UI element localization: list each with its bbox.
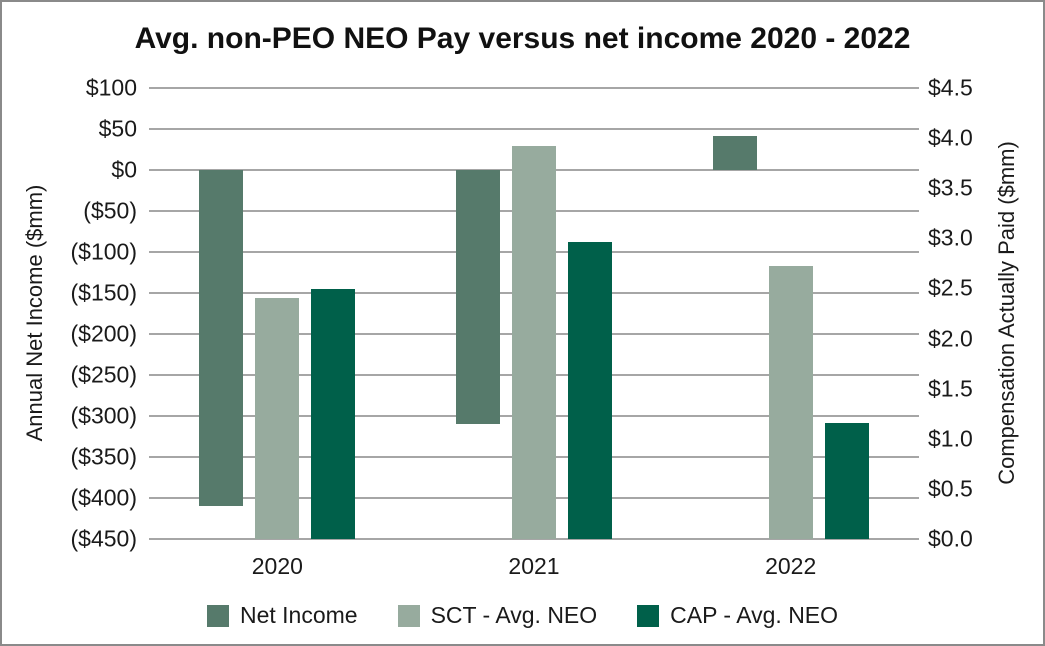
bar-net-income-2020	[199, 170, 244, 507]
bar-cap-avg-neo-2021	[568, 242, 612, 539]
legend-item-sct-avg-neo: SCT - Avg. NEO	[397, 602, 598, 629]
bar-sct-avg-neo-2022	[768, 266, 813, 539]
left-tick-label: ($50)	[83, 197, 137, 224]
bar-sct-avg-neo-2020	[255, 298, 300, 539]
bar-sct-avg-neo-2021	[512, 146, 556, 539]
legend-label-cap-avg-neo: CAP - Avg. NEO	[670, 602, 839, 628]
left-tick-label: ($350)	[70, 443, 137, 470]
left-tick-label: $50	[98, 115, 137, 142]
right-axis-title: Compensation Actually Paid ($mm)	[994, 141, 1019, 485]
right-tick-label: $2.0	[928, 325, 973, 352]
legend-label-sct-avg-neo: SCT - Avg. NEO	[430, 602, 598, 628]
gridline	[149, 538, 919, 540]
legend-swatch-sct-avg-neo	[397, 604, 420, 627]
legend-swatch-net-income	[206, 604, 229, 627]
chart-title: Avg. non-PEO NEO Pay versus net income 2…	[134, 22, 911, 55]
bar-cap-avg-neo-2022	[824, 422, 869, 539]
left-tick-label: ($400)	[70, 484, 137, 511]
left-tick-label: ($450)	[70, 525, 137, 552]
legend: Net Income SCT - Avg. NEO CAP - Avg. NEO	[2, 602, 1043, 629]
legend-item-cap-avg-neo: CAP - Avg. NEO	[637, 602, 838, 629]
right-tick-label: $3.5	[928, 174, 973, 201]
bar-cap-avg-neo-2020	[311, 289, 356, 539]
category-label-2021: 2021	[508, 553, 560, 579]
right-tick-label: $3.0	[928, 224, 973, 251]
legend-label-net-income: Net Income	[239, 602, 358, 628]
left-tick-label: ($200)	[70, 320, 137, 347]
bar-net-income-2021	[456, 170, 500, 425]
right-tick-label: $0.0	[928, 525, 973, 552]
left-tick-label: $0	[111, 156, 137, 183]
legend-item-net-income: Net Income	[206, 602, 358, 629]
right-tick-label: $4.5	[928, 74, 973, 101]
right-tick-label: $1.5	[928, 375, 973, 402]
left-tick-label: ($250)	[70, 361, 137, 388]
right-tick-label: $4.0	[928, 124, 973, 151]
right-tick-label: $1.0	[928, 425, 973, 452]
left-tick-label: ($100)	[70, 238, 137, 265]
gridline	[149, 87, 919, 89]
category-label-2020: 2020	[251, 553, 303, 579]
right-tick-label: $0.5	[928, 475, 973, 502]
bar-net-income-2022	[712, 135, 757, 170]
gridline	[149, 128, 919, 130]
category-label-2022: 2022	[765, 553, 817, 579]
legend-swatch-cap-avg-neo	[637, 604, 660, 627]
right-tick-label: $2.5	[928, 274, 973, 301]
left-tick-label: ($150)	[70, 279, 137, 306]
left-tick-label: ($300)	[70, 402, 137, 429]
left-tick-label: $100	[85, 74, 137, 101]
